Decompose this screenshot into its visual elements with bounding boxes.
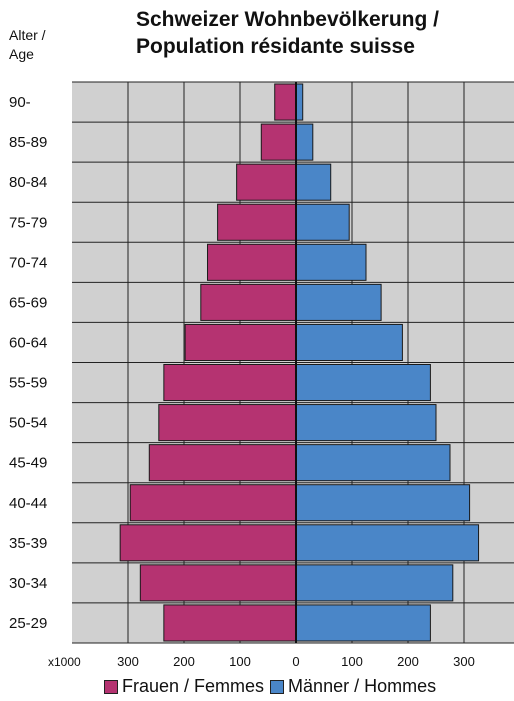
x-unit-label: x1000 <box>48 655 81 669</box>
bar-women <box>163 604 297 642</box>
bar-women <box>207 243 297 281</box>
legend-label-women: Frauen / Femmes <box>122 676 265 696</box>
bar-women <box>200 283 297 321</box>
bar-women <box>163 364 297 402</box>
age-group-label: 60-64 <box>9 334 47 351</box>
bar-men <box>295 283 382 321</box>
age-group-label: 45-49 <box>9 455 47 472</box>
legend-swatch-men <box>270 679 285 694</box>
x-tick-label: 300 <box>117 654 139 669</box>
chart-title-line-1: Schweizer Wohnbevölkerung / <box>136 8 440 31</box>
chart-title-line-2: Population résidante suisse <box>136 35 415 58</box>
y-axis-title-line-2: Age <box>9 46 34 62</box>
bar-women <box>236 163 297 201</box>
age-group-label: 85-89 <box>9 134 47 151</box>
x-tick-label: 100 <box>229 654 251 669</box>
bar-women <box>158 404 297 442</box>
bar-women <box>129 484 297 522</box>
bar-women <box>274 83 297 121</box>
age-group-label: 30-34 <box>9 575 47 592</box>
bar-men <box>295 364 431 402</box>
legend-swatch-women <box>104 679 118 694</box>
bar-men <box>295 203 350 241</box>
x-tick-label: 200 <box>173 654 195 669</box>
x-tick-label: 100 <box>341 654 363 669</box>
y-axis-title-line-1: Alter / <box>9 27 46 43</box>
bar-women <box>217 203 297 241</box>
age-group-label: 35-39 <box>9 535 47 552</box>
bar-men <box>295 83 304 121</box>
bar-men <box>295 484 471 522</box>
bar-men <box>295 564 454 602</box>
age-group-label: 90- <box>9 94 31 111</box>
bar-women <box>148 444 297 482</box>
bar-men <box>295 604 431 642</box>
bar-men <box>295 163 332 201</box>
bar-men <box>295 123 314 161</box>
bar-men <box>295 404 437 442</box>
bar-men <box>295 444 451 482</box>
age-group-label: 70-74 <box>9 254 47 271</box>
bar-men <box>295 524 480 562</box>
age-group-label: 65-69 <box>9 294 47 311</box>
age-group-label: 80-84 <box>9 174 47 191</box>
x-tick-label: 300 <box>453 654 475 669</box>
x-tick-label: 200 <box>397 654 419 669</box>
age-group-label: 55-59 <box>9 375 47 392</box>
bar-women <box>184 323 297 361</box>
bar-women <box>139 564 297 602</box>
x-tick-label: 0 <box>292 654 299 669</box>
bar-men <box>295 323 403 361</box>
legend-item-men: Männer / Hommes <box>270 676 436 697</box>
age-group-label: 25-29 <box>9 615 47 632</box>
age-group-label: 75-79 <box>9 214 47 231</box>
age-group-label: 40-44 <box>9 495 47 512</box>
bar-men <box>295 243 367 281</box>
chart-title: Schweizer Wohnbevölkerung / Population r… <box>136 6 508 60</box>
legend-item-women: Frauen / Femmes <box>104 676 264 697</box>
legend-label-men: Männer / Hommes <box>288 676 437 696</box>
bar-women <box>260 123 297 161</box>
y-axis-title: Alter / Age <box>9 26 46 64</box>
bar-women <box>119 524 297 562</box>
chart-legend: Frauen / Femmes Männer / Hommes <box>104 676 442 697</box>
age-group-label: 50-54 <box>9 415 47 432</box>
